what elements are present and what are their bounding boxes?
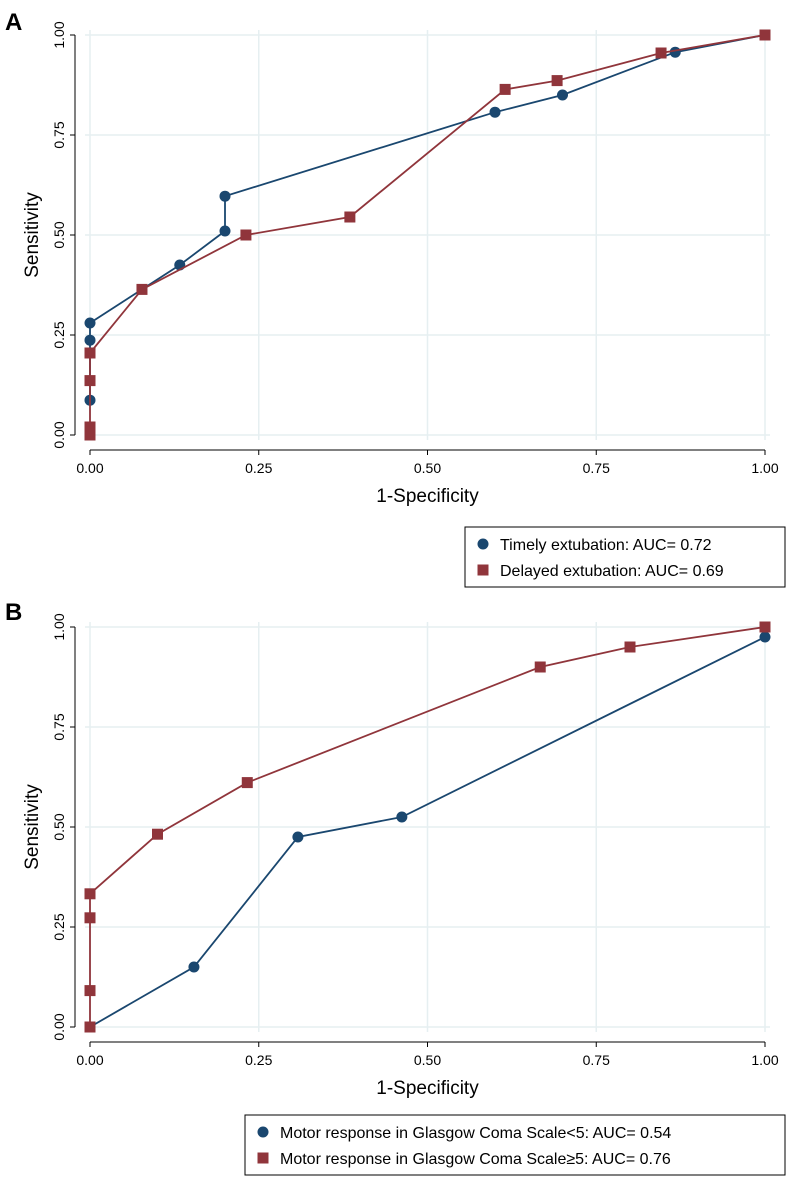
x-tick-label: 0.50: [414, 460, 441, 476]
x-axis-label: 1-Specificity: [376, 486, 479, 507]
data-point-square: [759, 29, 771, 41]
legend-marker-circle: [257, 1126, 269, 1138]
y-tick-label: 1.00: [51, 613, 67, 640]
data-point-square: [759, 621, 771, 633]
x-tick-label: 0.25: [245, 1052, 272, 1068]
data-point-square: [499, 83, 511, 95]
data-point-square: [84, 347, 96, 359]
y-tick-label: 0.75: [51, 713, 67, 740]
y-axis-label: Sensitivity: [22, 192, 43, 278]
y-tick-label: 0.00: [51, 1013, 67, 1040]
data-point-square: [624, 641, 636, 653]
data-point-square: [136, 283, 148, 295]
data-point-square: [84, 888, 96, 900]
x-tick-label: 0.25: [245, 460, 272, 476]
legend-entry: Timely extubation: AUC= 0.72: [500, 537, 712, 554]
data-point-circle: [84, 317, 96, 329]
y-tick-label: 0.25: [51, 321, 67, 348]
data-point-square: [344, 211, 356, 223]
data-point-circle: [669, 46, 681, 58]
data-point-circle: [188, 961, 200, 973]
x-tick-label: 1.00: [751, 1052, 778, 1068]
legend: Motor response in Glasgow Coma Scale<5: …: [244, 1114, 786, 1176]
data-point-square: [655, 47, 667, 59]
data-point-square: [551, 75, 563, 87]
data-point-circle: [292, 831, 304, 843]
legend: Timely extubation: AUC= 0.72 Delayed extu…: [464, 526, 786, 588]
data-point-square: [84, 375, 96, 387]
y-axis-label: Sensitivity: [22, 784, 43, 870]
chart-panel-A: A 0.00 0.00 0.25 0.25 0.50 0.50 0.75 0.75 1.00 1.0…: [5, 9, 786, 588]
data-point-square: [84, 1021, 96, 1033]
data-point-square: [241, 777, 253, 789]
x-tick-label: 1.00: [751, 460, 778, 476]
y-tick-label: 1.00: [51, 21, 67, 48]
legend-entry: Motor response in Glasgow Coma Scale<5: …: [280, 1125, 671, 1142]
legend-box: [464, 526, 786, 588]
x-tick-label: 0.00: [76, 460, 103, 476]
data-point-circle: [557, 89, 568, 101]
series-line-0: [89, 34, 766, 401]
x-tick-label: 0.00: [76, 1052, 103, 1068]
chart-panel-B: B 0.00 0.00 0.25 0.25 0.50 0.50 0.75 0.75 1.00 1.0…: [5, 599, 786, 1176]
data-point-circle: [759, 631, 771, 643]
data-point-circle: [219, 225, 231, 237]
legend-marker-circle: [477, 538, 489, 550]
y-tick-label: 0.00: [51, 421, 67, 448]
data-point-circle: [219, 190, 231, 202]
data-point-square: [84, 429, 96, 441]
x-tick-label: 0.75: [583, 1052, 610, 1068]
x-tick-label: 0.75: [583, 460, 610, 476]
x-tick-label: 0.50: [414, 1052, 441, 1068]
data-point-circle: [84, 334, 96, 346]
y-tick-label: 0.25: [51, 913, 67, 940]
legend-entry: Motor response in Glasgow Coma Scale≥5: …: [280, 1151, 671, 1168]
data-point-square: [152, 828, 163, 840]
legend-box: [244, 1114, 786, 1176]
data-point-square: [84, 912, 96, 924]
data-point-square: [84, 421, 96, 433]
legend-entry: Delayed extubation: AUC= 0.69: [500, 563, 724, 580]
panel-label: A: [5, 9, 22, 36]
y-tick-label: 0.50: [51, 813, 67, 840]
panel-label: B: [5, 599, 22, 626]
data-point-square: [84, 985, 96, 997]
legend-marker-square: [257, 1152, 269, 1164]
data-point-square: [534, 661, 546, 673]
x-axis-label: 1-Specificity: [376, 1078, 479, 1099]
data-point-circle: [396, 811, 408, 823]
legend-marker-square: [477, 564, 489, 576]
data-point-square: [240, 229, 252, 241]
y-tick-label: 0.50: [51, 221, 67, 248]
y-tick-label: 0.75: [51, 121, 67, 148]
data-point-circle: [489, 106, 501, 118]
